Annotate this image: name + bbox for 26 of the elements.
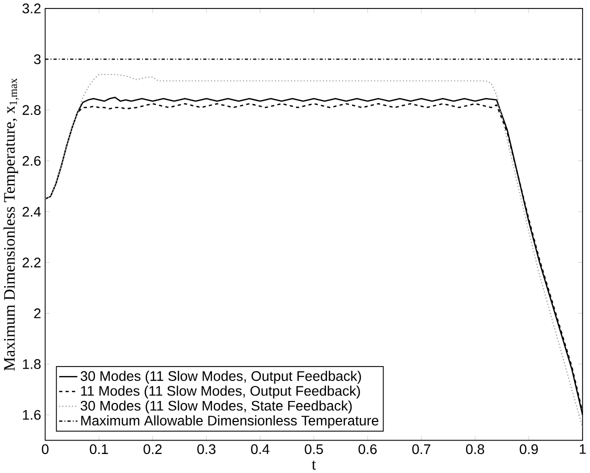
y-tick-label: 3.2 [22,3,41,14]
x-tick-label: 0.7 [412,444,430,454]
y-tick-label: 2 [34,308,41,318]
x-tick-label: 0.3 [197,444,216,454]
y-tick-label: 1.6 [23,410,41,420]
x-tick-label: 0 [42,444,49,454]
x-tick-label: 0.8 [466,444,484,454]
y-tick-label: 3 [34,54,41,64]
y-tick-label: 1.8 [23,359,41,369]
x-tick-label: 0.6 [358,444,377,454]
x-tick-label: 0.1 [90,444,108,454]
y-tick-label: 2.2 [22,258,41,268]
x-tick-label: 1 [580,444,586,454]
legend-label: 11 Modes (11 Slow Modes, Output Feedback) [81,386,360,398]
x-axis-title: t [312,460,316,470]
x-tick-label: 0.5 [304,444,323,454]
legend-label: 30 Modes (11 Slow Modes, State Feedback) [80,400,352,414]
y-axis-title: Maximum Dimensionless Temperature, x$_{1,max}$ [4,78,19,371]
y-tick-label: 2.6 [22,156,41,166]
y-tick-label: 2.4 [22,206,41,216]
y-tick-label: 2.8 [22,105,41,115]
x-tick-label: 0.2 [144,444,162,454]
legend-label: Maximum Allowable Dimensionless Temperature [81,415,378,428]
legend-label: 30 Modes (11 Slow Modes, Output Feedback) [80,370,361,384]
x-tick-label: 0.4 [251,444,270,454]
x-tick-label: 0.9 [520,444,538,454]
